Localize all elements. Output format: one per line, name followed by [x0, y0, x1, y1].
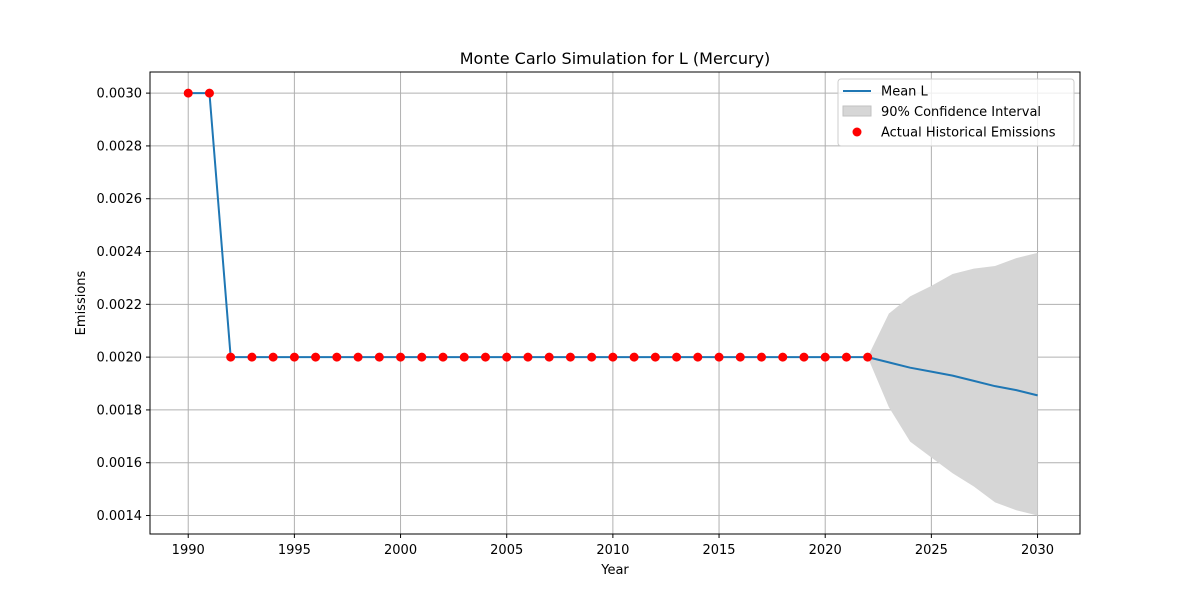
- y-axis-label: Emissions: [74, 270, 89, 335]
- historical-emission-point: [502, 352, 512, 362]
- y-tick-label: 0.0026: [97, 192, 143, 207]
- historical-emission-point: [353, 352, 363, 362]
- historical-emission-point: [226, 352, 236, 362]
- plot-frame: [149, 71, 1081, 535]
- x-tick-label: 2030: [1021, 543, 1054, 558]
- legend-patch-swatch: [842, 105, 872, 117]
- y-tick-label: 0.0030: [97, 87, 143, 102]
- confidence-band-layer: [867, 252, 1038, 516]
- historical-emission-point: [480, 352, 490, 362]
- chart-title: Monte Carlo Simulation for L (Mercury): [460, 49, 771, 68]
- x-tick-label: 2015: [702, 543, 735, 558]
- historical-emission-point: [183, 88, 193, 98]
- historical-emission-point: [565, 352, 575, 362]
- historical-emission-point: [459, 352, 469, 362]
- x-tick-label: 2025: [915, 543, 948, 558]
- historical-emission-point: [629, 352, 639, 362]
- historical-emission-point: [820, 352, 830, 362]
- y-tick-label: 0.0022: [97, 298, 143, 313]
- legend-label-ci: 90% Confidence Interval: [881, 105, 1041, 120]
- legend-label-mean: Mean L: [881, 85, 929, 100]
- y-tick-label: 0.0018: [97, 403, 143, 418]
- historical-emission-point: [714, 352, 724, 362]
- legend-label-historical: Actual Historical Emissions: [881, 126, 1056, 141]
- x-axis-label: Year: [600, 563, 629, 578]
- historical-emission-point: [438, 352, 448, 362]
- historical-emission-point: [247, 352, 257, 362]
- historical-emission-point: [841, 352, 851, 362]
- x-tick-label: 2000: [384, 543, 417, 558]
- historical-emission-point: [523, 352, 533, 362]
- y-tick-label: 0.0024: [97, 245, 143, 260]
- x-tick-label: 2010: [596, 543, 629, 558]
- historical-emission-point: [396, 352, 406, 362]
- historical-emission-point: [693, 352, 703, 362]
- x-tick-label: 1990: [172, 543, 205, 558]
- historical-emission-point: [544, 352, 554, 362]
- historical-emission-point: [608, 352, 618, 362]
- legend-marker-swatch: [852, 127, 862, 137]
- historical-emission-point: [417, 352, 427, 362]
- y-tick-label: 0.0014: [97, 509, 143, 524]
- legend: Mean L 90% Confidence Interval Actual Hi…: [837, 78, 1075, 147]
- historical-emission-point: [799, 352, 809, 362]
- historical-emission-point: [311, 352, 321, 362]
- historical-emission-point: [778, 352, 788, 362]
- historical-emission-point: [735, 352, 745, 362]
- legend-box: [837, 78, 1075, 147]
- historical-emission-point: [268, 352, 278, 362]
- x-tick-label: 2020: [809, 543, 842, 558]
- x-tick-label: 2005: [490, 543, 523, 558]
- historical-emission-point: [650, 352, 660, 362]
- x-tick-label: 1995: [278, 543, 311, 558]
- historical-emission-point: [332, 352, 342, 362]
- historical-emission-point: [289, 352, 299, 362]
- y-tick-label: 0.0028: [97, 139, 143, 154]
- y-axis-ticks: 0.0014 0.0016 0.0018 0.0020 0.0022 0.0024 0.00…: [97, 87, 150, 524]
- historical-markers-layer: [183, 88, 873, 362]
- x-axis-ticks: 1990 1995 2000 2005 2010 2015 2020 2025 2030: [172, 534, 1054, 558]
- historical-emission-point: [757, 352, 767, 362]
- historical-emission-point: [587, 352, 597, 362]
- y-tick-label: 0.0016: [97, 456, 143, 471]
- historical-emission-point: [204, 88, 214, 98]
- historical-emission-point: [374, 352, 384, 362]
- confidence-interval-band: [867, 252, 1038, 516]
- historical-emission-point: [672, 352, 682, 362]
- y-tick-label: 0.0020: [97, 351, 143, 366]
- historical-emission-point: [863, 352, 873, 362]
